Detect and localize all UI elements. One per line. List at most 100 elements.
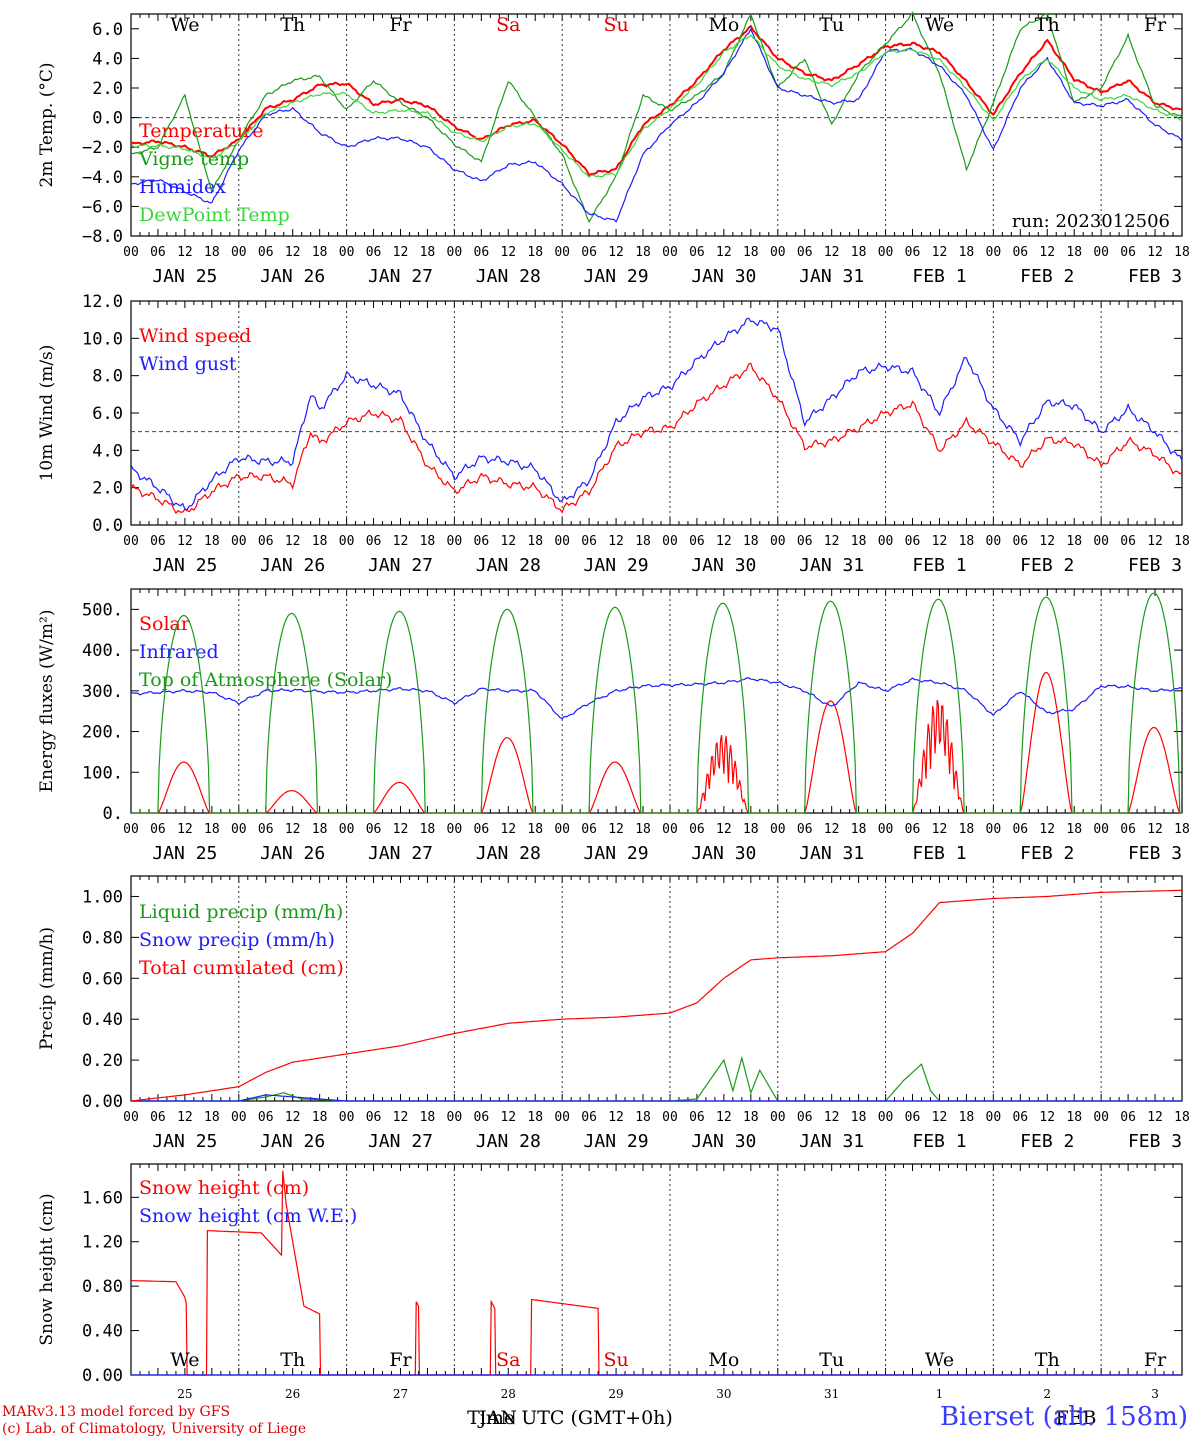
x-hour-label: 12	[716, 534, 732, 549]
legend-label: Solar	[139, 613, 191, 635]
x-hour-label: 00	[986, 245, 1002, 260]
x-hour-label: 12	[1147, 822, 1163, 837]
x-date-label: FEB 2	[1020, 555, 1074, 576]
x-date-label: JAN 30	[691, 266, 756, 287]
x-hour-label: 18	[743, 245, 759, 260]
series-line-1-1	[130, 24, 1183, 177]
x-hour-label: 18	[420, 534, 436, 549]
x-hour-label: 00	[770, 1110, 786, 1125]
y-axis-title: Snow height (cm)	[37, 1193, 57, 1345]
series-line-4-3	[130, 889, 1183, 1102]
x-hour-label: 00	[123, 534, 139, 549]
x-hour-label: 06	[689, 822, 705, 837]
x-hour-label: 06	[797, 245, 813, 260]
x-hour-label: 18	[851, 534, 867, 549]
series-line-4-1	[131, 1055, 1182, 1102]
day-number: 28	[501, 1387, 516, 1401]
x-hour-label: 18	[527, 1110, 543, 1125]
x-hour-label: 06	[1012, 1110, 1028, 1125]
weekday-label: Tu	[819, 1349, 844, 1371]
x-date-label: FEB 1	[912, 843, 966, 864]
x-hour-label: 12	[1147, 534, 1163, 549]
x-date-label: JAN 31	[799, 555, 864, 576]
y-tick-label: 400.	[82, 641, 123, 661]
x-hour-label: 18	[851, 1110, 867, 1125]
x-hour-label: 06	[366, 245, 382, 260]
x-hour-label: 18	[1066, 822, 1082, 837]
legend-label: Wind speed	[139, 325, 251, 347]
x-date-label: FEB 2	[1020, 266, 1074, 287]
x-hour-label: 06	[258, 245, 274, 260]
y-tick-label: 2.0	[92, 79, 123, 99]
x-hour-label: 00	[878, 245, 894, 260]
day-number: 25	[177, 1387, 192, 1401]
x-hour-label: 12	[824, 822, 840, 837]
x-date-label: JAN 30	[691, 555, 756, 576]
x-hour-label: 00	[447, 822, 463, 837]
x-date-label: JAN 27	[368, 1131, 433, 1152]
series-line-2-1	[130, 362, 1183, 515]
day-number: 2	[1043, 1387, 1051, 1401]
y-tick-label: 0.00	[82, 1092, 123, 1112]
x-hour-label: 18	[1066, 1110, 1082, 1125]
x-hour-label: 12	[1147, 245, 1163, 260]
x-hour-label: 00	[339, 245, 355, 260]
y-tick-label: −4.0	[82, 168, 123, 188]
y-tick-label: 10.0	[82, 329, 123, 349]
day-number: 30	[716, 1387, 731, 1401]
x-hour-label: 12	[824, 1110, 840, 1125]
x-hour-label: 18	[743, 822, 759, 837]
x-hour-label: 00	[231, 534, 247, 549]
station-name: Bierset (alt. 158m)	[939, 1402, 1188, 1432]
y-axis-title: Precip (mm/h)	[37, 927, 57, 1050]
x-date-label: FEB 3	[1128, 266, 1182, 287]
x-hour-label: 00	[231, 245, 247, 260]
series-line-1-3	[130, 27, 1183, 223]
x-axis-title: Time UTC (GMT+0h)	[467, 1407, 673, 1429]
x-hour-label: 06	[1120, 534, 1136, 549]
x-hour-label: 18	[204, 245, 220, 260]
x-hour-label: 18	[312, 822, 328, 837]
x-hour-label: 06	[1120, 1110, 1136, 1125]
y-tick-label: 0.80	[82, 928, 123, 948]
legend-label: Wind gust	[139, 353, 237, 375]
x-hour-label: 12	[285, 534, 301, 549]
day-number: 29	[608, 1387, 623, 1401]
day-number: 3	[1151, 1387, 1159, 1401]
x-hour-label: 06	[797, 822, 813, 837]
x-hour-label: 06	[1012, 245, 1028, 260]
x-date-label: JAN 28	[476, 266, 541, 287]
x-hour-label: 12	[608, 822, 624, 837]
x-hour-label: 00	[231, 1110, 247, 1125]
x-hour-label: 18	[635, 245, 651, 260]
x-hour-label: 18	[527, 245, 543, 260]
x-hour-label: 12	[285, 245, 301, 260]
x-hour-label: 00	[339, 534, 355, 549]
y-tick-label: 0.20	[82, 1051, 123, 1071]
y-tick-label: 0.0	[92, 516, 123, 536]
x-hour-label: 06	[150, 1110, 166, 1125]
x-hour-label: 06	[689, 245, 705, 260]
x-hour-label: 06	[150, 245, 166, 260]
legend-label: Liquid precip (mm/h)	[139, 901, 343, 923]
x-hour-label: 06	[905, 534, 921, 549]
x-hour-label: 06	[581, 245, 597, 260]
y-tick-label: 300.	[82, 682, 123, 702]
x-hour-label: 00	[986, 1110, 1002, 1125]
x-date-label: JAN 26	[260, 843, 325, 864]
weekday-label: Su	[603, 1349, 628, 1371]
x-date-label: JAN 27	[368, 843, 433, 864]
plot-frame-3	[130, 588, 1183, 814]
x-hour-label: 00	[1093, 534, 1109, 549]
model-credit: MARv3.13 model forced by GFS	[2, 1404, 231, 1420]
x-hour-label: 18	[743, 534, 759, 549]
x-hour-label: 06	[797, 1110, 813, 1125]
y-tick-label: 4.0	[92, 49, 123, 69]
x-hour-label: 18	[1174, 1110, 1190, 1125]
x-date-label: JAN 28	[476, 843, 541, 864]
x-hour-label: 00	[1093, 245, 1109, 260]
x-hour-label: 12	[177, 1110, 193, 1125]
x-hour-label: 18	[959, 245, 975, 260]
x-hour-label: 18	[959, 534, 975, 549]
